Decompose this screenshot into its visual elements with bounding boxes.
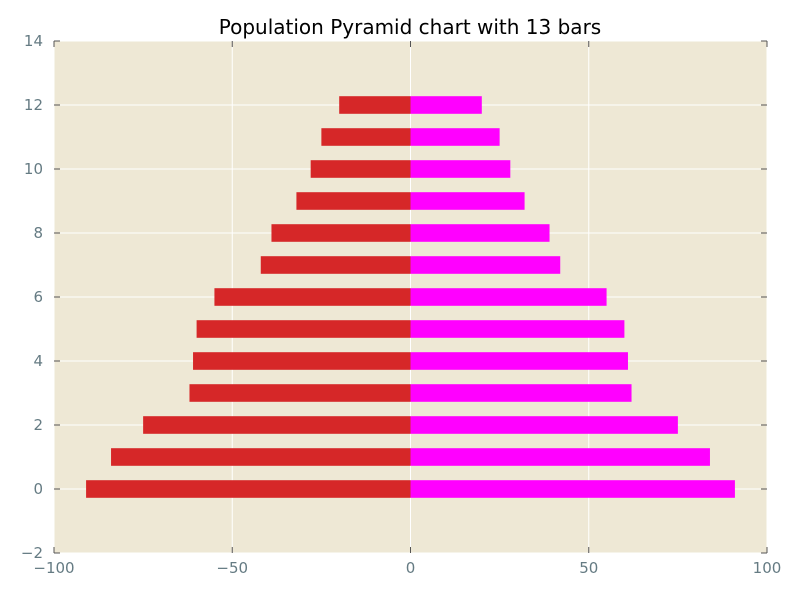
left-bar — [86, 480, 411, 498]
right-bar — [410, 128, 500, 146]
y-tick-label: 6 — [33, 288, 43, 306]
left-bar — [111, 448, 411, 466]
right-bar — [410, 352, 628, 370]
left-bar — [193, 352, 411, 370]
left-bar — [196, 320, 411, 338]
x-tick-label: −50 — [216, 559, 248, 577]
y-tick-label: −2 — [21, 544, 43, 562]
y-tick-label: 12 — [24, 96, 43, 114]
right-bar — [410, 320, 625, 338]
left-bar — [143, 416, 411, 434]
y-tick-label: 2 — [33, 416, 43, 434]
plot-area: −100 −50 0 50 100 −2 0 2 4 6 8 10 12 14 — [21, 32, 781, 577]
y-tick-label: 8 — [33, 224, 43, 242]
y-tick-label: 14 — [24, 32, 43, 50]
right-bar — [410, 448, 710, 466]
right-bar — [410, 416, 678, 434]
right-bar — [410, 288, 607, 306]
left-bar — [260, 256, 411, 274]
y-tick-label: 10 — [24, 160, 43, 178]
left-bar — [321, 128, 411, 146]
right-bar — [410, 96, 482, 114]
y-tick-label: 4 — [33, 352, 43, 370]
x-tick-label: 100 — [753, 559, 782, 577]
x-tick-label: 0 — [406, 559, 416, 577]
right-bar — [410, 384, 632, 402]
left-bar — [310, 160, 411, 178]
y-tick-label: 0 — [33, 480, 43, 498]
right-bar — [410, 160, 511, 178]
right-bar — [410, 192, 525, 210]
left-bar — [214, 288, 411, 306]
left-bar — [189, 384, 411, 402]
x-tick-label: 50 — [579, 559, 598, 577]
right-bar — [410, 480, 735, 498]
chart-title: Population Pyramid chart with 13 bars — [219, 15, 601, 39]
left-bar — [296, 192, 411, 210]
left-bar — [271, 224, 411, 242]
left-bar — [339, 96, 411, 114]
right-bar — [410, 256, 561, 274]
x-tick-label: −100 — [33, 559, 74, 577]
right-bar — [410, 224, 550, 242]
